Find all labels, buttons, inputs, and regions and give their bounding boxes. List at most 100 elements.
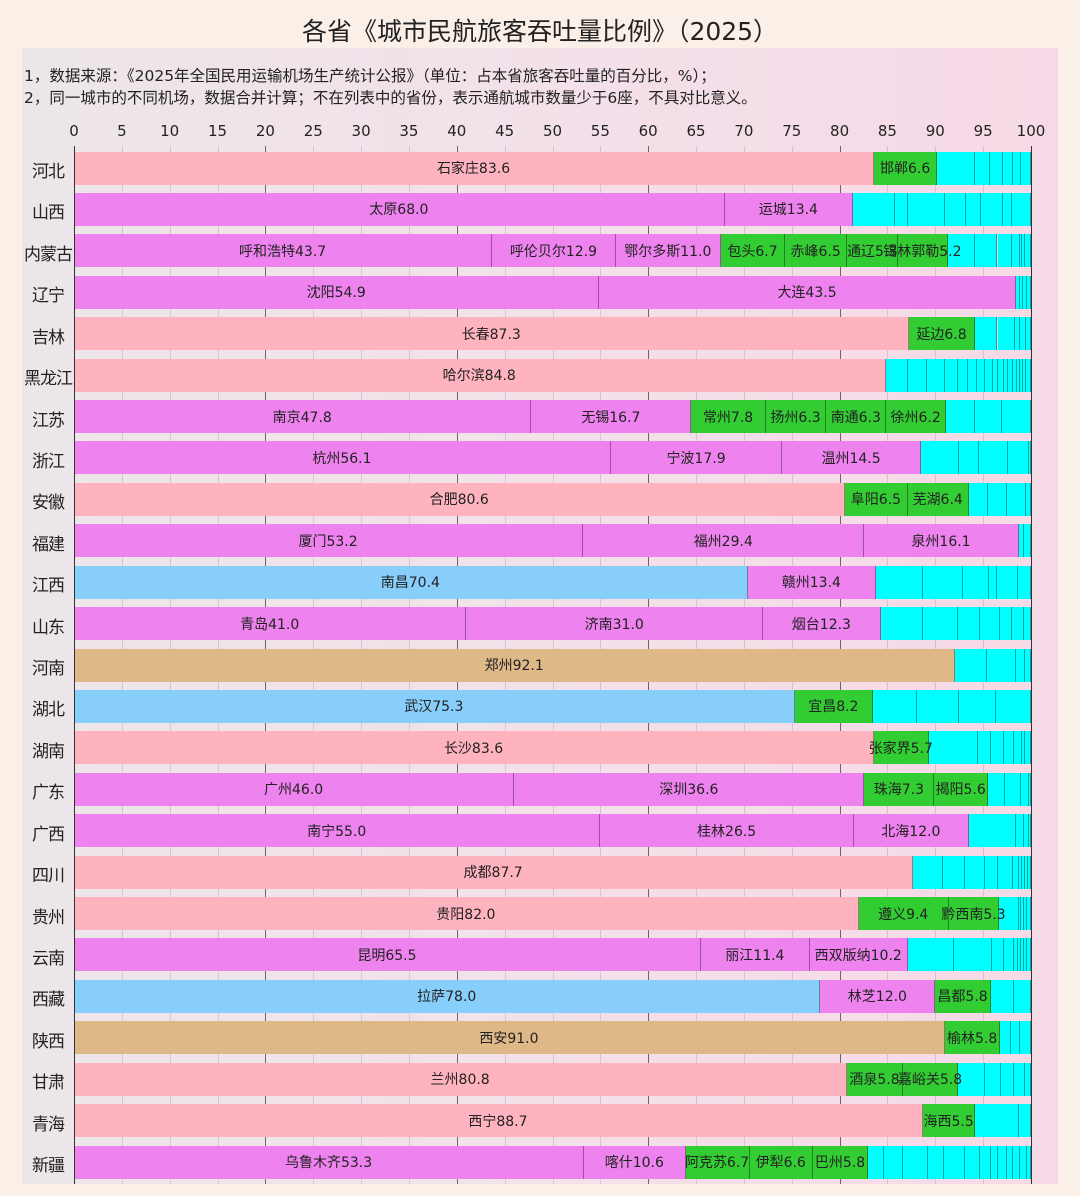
segment-label: 兰州80.8 (430, 1072, 490, 1089)
bar-segment-other (958, 358, 968, 392)
bar-segment-other (1022, 855, 1026, 889)
bar-segment-other (1024, 607, 1031, 641)
bar-segment-other (1007, 482, 1027, 516)
bar-segment-郑州: 郑州92.1 (74, 648, 956, 682)
bar-segment-西宁: 西宁88.7 (74, 1104, 923, 1138)
bar-segment-other (967, 358, 978, 392)
bar-segment-南通: 南通6.3 (826, 400, 887, 434)
segment-label: 济南31.0 (584, 616, 644, 633)
bar-segment-other (1002, 400, 1031, 434)
stacked-bar: 西安91.0 榆林5.8 (74, 1021, 1031, 1055)
stacked-bar: 兰州80.8 酒泉5.8 嘉峪关5.8 (74, 1062, 1031, 1096)
segment-label: 沈阳54.9 (306, 285, 366, 302)
bar-segment-other (1018, 1104, 1031, 1138)
bar-segment-厦门: 厦门53.2 (74, 524, 584, 558)
bar-segment-贵阳: 贵阳82.0 (74, 897, 859, 931)
segment-label: 太原68.0 (369, 202, 429, 219)
stacked-bar: 长沙83.6 张家界5.7 (74, 731, 1031, 765)
segment-label: 南宁55.0 (307, 823, 367, 840)
segment-label: 西双版纳10.2 (814, 947, 902, 964)
segment-label: 鄂尔多斯11.0 (624, 243, 712, 260)
bar-segment-深圳: 深圳36.6 (514, 772, 865, 806)
bar-segment-other (1024, 524, 1031, 558)
province-label: 四川 (32, 866, 65, 887)
bar-segment-黔西南: 黔西南5.3 (941, 897, 1006, 931)
x-tick-label: 100 (1016, 122, 1046, 140)
bar-segment-青岛: 青岛41.0 (74, 607, 467, 641)
province-label: 广西 (32, 824, 65, 845)
bar-segment-呼和浩特: 呼和浩特43.7 (74, 234, 493, 268)
segment-label: 丽江11.4 (725, 947, 785, 964)
bar-segment-other (996, 565, 1018, 599)
segment-label: 酒泉5.8 (849, 1072, 900, 1089)
province-label: 山西 (32, 203, 65, 224)
bar-segment-other (1005, 772, 1022, 806)
bar-segment-other (965, 192, 982, 226)
bar-segment-other (954, 938, 992, 972)
bar-segment-other (1029, 441, 1031, 475)
segment-label: 桂林26.5 (697, 823, 757, 840)
bar-segment-赣州: 赣州13.4 (747, 565, 876, 599)
note-data-source: 1，数据来源：《2025年全国民用运输机场生产统计公报》（单位：占本省旅客吞吐量… (24, 67, 716, 85)
segment-label: 南京47.8 (272, 409, 332, 426)
bar-segment-other (1023, 275, 1028, 309)
bar-segment-other (985, 1062, 1002, 1096)
bar-segment-other (1017, 938, 1022, 972)
province-label: 贵州 (32, 907, 65, 928)
bar-segment-other (907, 192, 945, 226)
bar-segment-林芝: 林芝12.0 (820, 979, 936, 1013)
bar-segment-other (1019, 275, 1024, 309)
bar-segment-广州: 广州46.0 (74, 772, 515, 806)
province-label: 河南 (32, 659, 65, 680)
segment-label: 厦门53.2 (298, 533, 358, 550)
bar-segment-太原: 太原68.0 (74, 192, 725, 226)
bar-segment-阿克苏: 阿克苏6.7 (685, 1145, 750, 1179)
bar-segment-伊犁: 伊犁6.6 (749, 1145, 813, 1179)
stacked-bar: 拉萨78.0 林芝12.0 昌都5.8 (74, 979, 1031, 1013)
segment-label: 珠海7.3 (873, 782, 925, 799)
bar-segment-other (1015, 275, 1020, 309)
bar-segment-other (852, 192, 896, 226)
bar-segment-拉萨: 拉萨78.0 (74, 979, 821, 1013)
bar-segment-other (1004, 938, 1014, 972)
bar-segment-other (1024, 897, 1028, 931)
bar-segment-other (955, 648, 987, 682)
province-label: 浙江 (32, 451, 65, 472)
bar-segment-other (1020, 1145, 1027, 1179)
bar-segment-other (945, 400, 975, 434)
segment-label: 青岛41.0 (240, 616, 300, 633)
bar-segment-other (1013, 938, 1018, 972)
x-tick-label: 10 (160, 122, 180, 140)
province-label: 陕西 (32, 1031, 65, 1052)
bar-segment-other (1022, 731, 1026, 765)
segment-label: 宜昌8.2 (808, 699, 859, 716)
bar-segment-other (958, 607, 981, 641)
bar-segment-other (922, 565, 964, 599)
bar-segment-珠海: 珠海7.3 (864, 772, 935, 806)
bar-segment-other (1025, 855, 1029, 889)
bar-segment-泉州: 泉州16.1 (864, 524, 1019, 558)
bar-segment-other (1012, 855, 1019, 889)
segment-label: 温州14.5 (821, 450, 881, 467)
bar-segment-扬州: 扬州6.3 (765, 400, 827, 434)
bar-segment-other (903, 1145, 929, 1179)
bar-segment-other (1026, 482, 1031, 516)
bar-segment-other (995, 689, 1031, 723)
bar-segment-other (928, 1145, 944, 1179)
segment-label: 乌鲁木齐53.3 (284, 1155, 373, 1172)
bar-segment-丽江: 丽江11.4 (700, 938, 810, 972)
x-tick-label: 5 (117, 122, 127, 140)
stacked-bar: 杭州56.1 宁波17.9 温州14.5 (74, 441, 1031, 475)
stacked-bar: 成都87.7 (74, 855, 1031, 889)
stacked-bar: 广州46.0 深圳36.6 珠海7.3 揭阳5.6 (74, 772, 1031, 806)
bar-segment-other (1018, 524, 1025, 558)
bar-segment-other (1000, 1021, 1011, 1055)
bar-segment-other (1007, 1145, 1014, 1179)
bar-segment-other (986, 648, 1016, 682)
bar-segment-other (987, 482, 1008, 516)
bar-segment-沈阳: 沈阳54.9 (74, 275, 600, 309)
bar-segment-other (997, 317, 1015, 351)
segment-label: 常州7.8 (702, 409, 754, 426)
x-tick-label: 40 (447, 122, 467, 140)
segment-label: 烟台12.3 (791, 616, 851, 633)
